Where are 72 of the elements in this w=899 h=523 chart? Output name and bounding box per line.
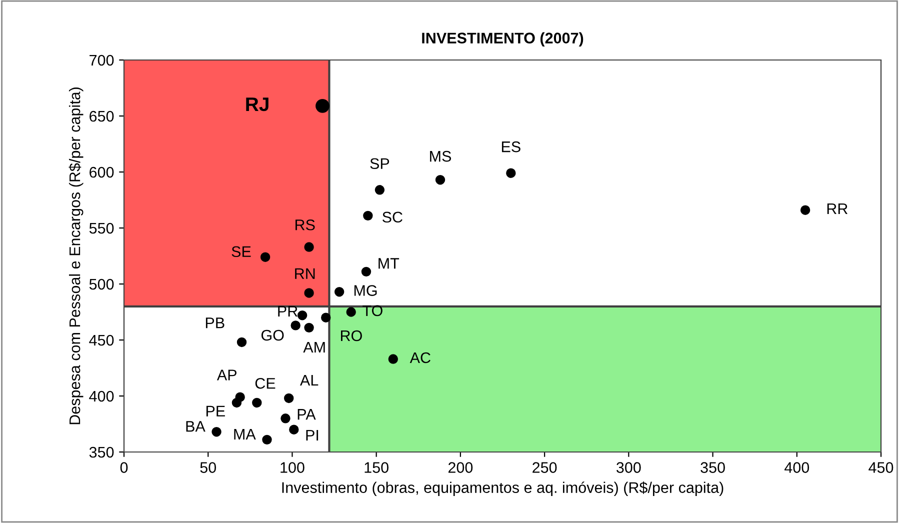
point [334,286,344,297]
annotation: RN [295,268,315,279]
x-tick-label: 100 [280,462,304,473]
point [289,424,299,434]
annotation: AP [216,370,236,380]
annotation: AC [410,352,430,364]
annotation: MS [430,150,452,162]
x-axis-title: Investimento (obras, equipamentos e aq. imóveis) (R$/per capita) [282,482,724,496]
point [297,310,308,320]
annotation: RO [341,330,362,342]
point [316,98,330,113]
point [388,354,398,364]
annotation: PA [298,409,316,420]
point [212,426,222,437]
annotation: MT [378,258,400,269]
annotation: AM [303,342,325,352]
point [304,322,314,333]
point [346,307,356,317]
point [361,266,372,277]
annotation: TO [362,305,382,316]
annotation: CE [255,378,276,389]
x-tick-label: 400 [784,462,810,473]
point [304,242,314,252]
x-tick-label: 450 [868,462,894,473]
annotation: ES [502,141,520,152]
point [260,252,270,262]
annotation: PR [278,306,298,317]
x-tick-label: 250 [532,462,557,473]
annotation: SC [382,212,402,223]
annotation: RS [296,219,315,230]
point [232,398,242,408]
point [252,398,262,408]
x-tick-label: 350 [700,462,725,473]
point [435,174,446,185]
point [800,205,810,215]
point [236,337,247,348]
y-axis-title: Despesa com Pessoal e Encargos (R$/per capita) [68,88,84,424]
point [280,414,290,424]
point [506,168,516,178]
point [290,320,300,330]
y-tick-label: 350 [89,446,114,458]
point [262,434,272,445]
annotation: RJ [246,98,268,112]
x-tick-label: 0 [120,462,128,473]
y-tick-label: 400 [89,390,114,402]
y-tick-label: 500 [89,278,114,290]
y-tick-label: 600 [90,166,114,178]
point [304,288,314,298]
y-tick-label: 550 [89,222,114,234]
annotation: MA [234,428,256,440]
annotation: SP [370,158,390,170]
x-tick-label: 150 [364,462,388,473]
chart-title: INVESTIMENTO (2007) [422,32,584,47]
annotation: BA [186,421,206,432]
y-tick-label: 450 [89,334,114,346]
point [284,393,294,404]
y-tick-label: 650 [90,110,114,122]
annotation: PB [206,318,224,328]
annotation: MG [354,285,377,296]
point [363,210,373,221]
annotation: SE [232,246,251,258]
point [374,185,385,195]
x-tick-label: 50 [200,462,216,473]
annotation: GO [261,330,284,341]
y-tick-label: 700 [90,54,114,66]
x-tick-label: 300 [616,462,641,473]
point [321,312,331,322]
annotation: PE [206,406,225,416]
annotation: RR [827,204,848,214]
annotation: PI [306,430,318,440]
x-tick-label: 200 [448,462,473,473]
annotation: AL [300,375,318,386]
